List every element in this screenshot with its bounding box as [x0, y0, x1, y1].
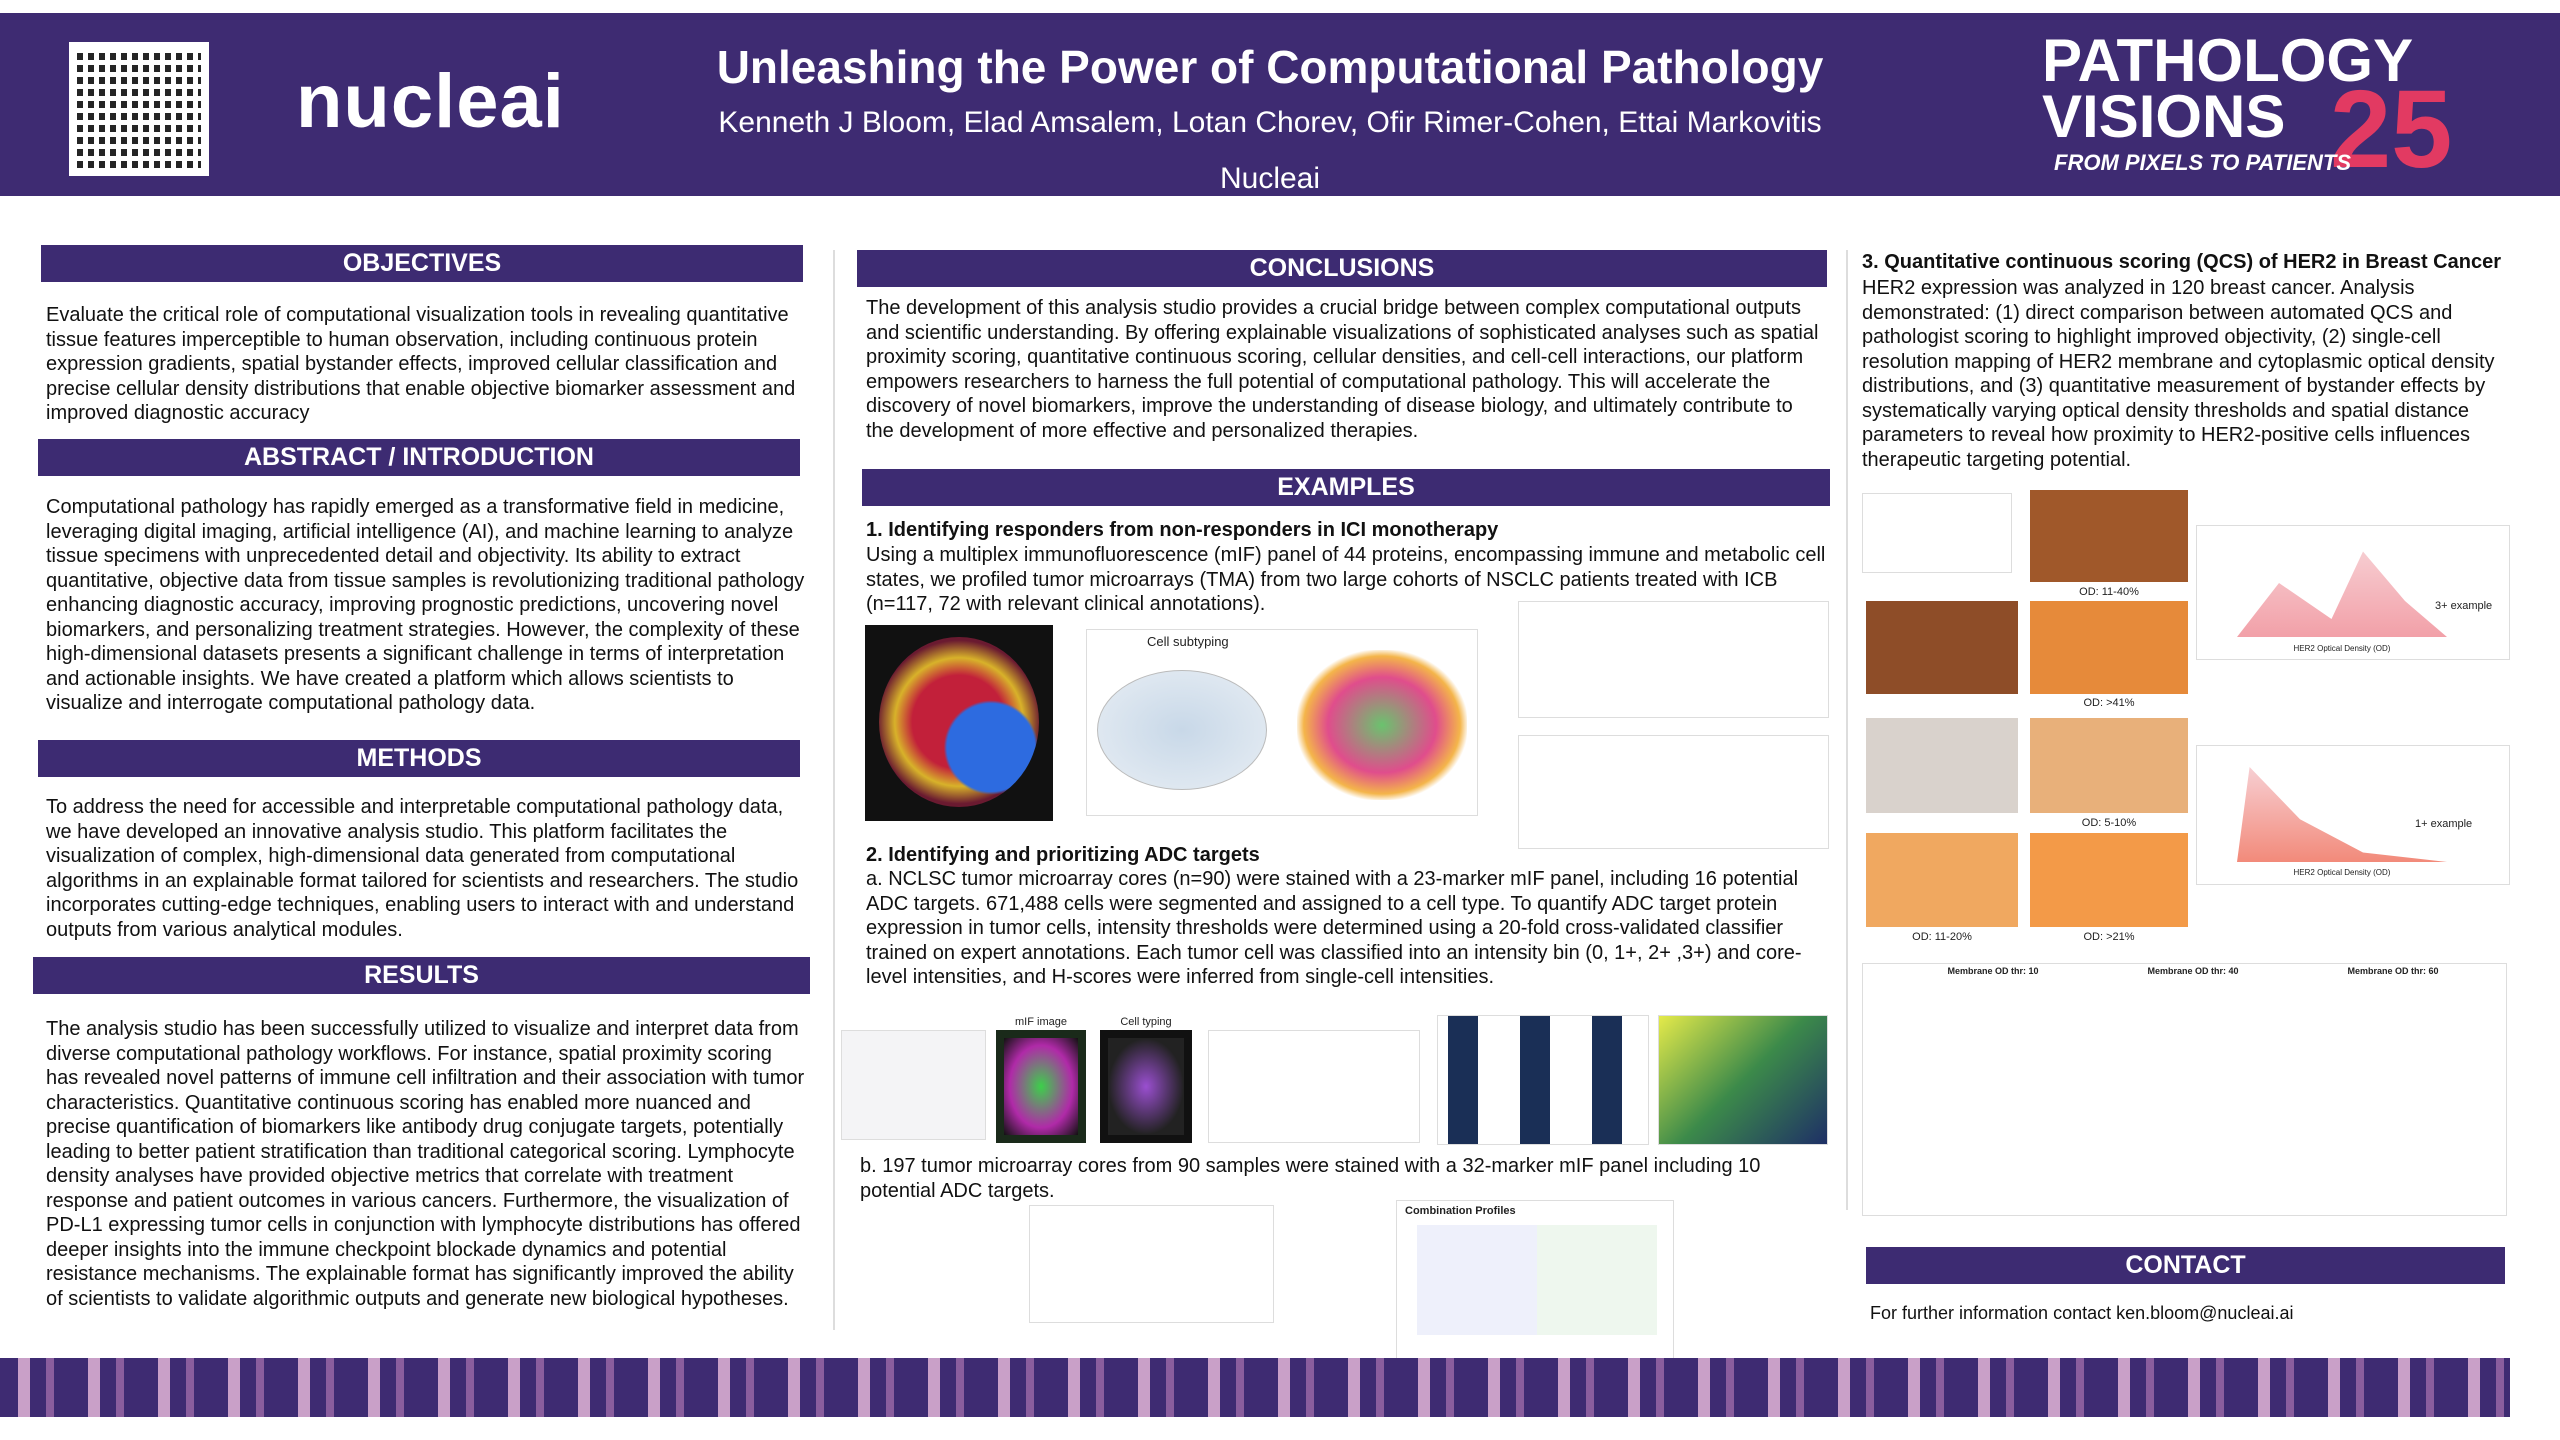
section-heading: CONCLUSIONS [857, 250, 1827, 287]
correlation-matrices [1658, 1015, 1828, 1145]
example-text: a. NCLSC tumor microarray cores (n=90) w… [866, 868, 1802, 988]
figure-label: Cell subtyping [1147, 634, 1229, 649]
od-label: OD: >21% [2083, 931, 2135, 943]
affiliation: Nucleai [1219, 162, 1321, 195]
tissue-image [1866, 601, 2018, 694]
survival-curves [1518, 735, 1829, 849]
event-line1: PATHOLOGY [2042, 27, 2414, 94]
combination-profiles: Combination Profiles [1396, 1200, 1674, 1363]
coverage-heatmaps [1437, 1015, 1649, 1145]
event-year: 25 [2330, 68, 2453, 191]
cell-subtyping-figure: Cell subtyping [1086, 629, 1478, 816]
tissue-image [2030, 833, 2188, 927]
tissue-image [2030, 490, 2188, 582]
her2-text: HER2 expression was analyzed in 120 brea… [1862, 277, 2495, 471]
section-heading: EXAMPLES [862, 469, 1830, 506]
tissue-image [2030, 718, 2188, 813]
section-text: Evaluate the critical role of computatio… [46, 304, 796, 424]
mif-image: mIF image [996, 1016, 1086, 1143]
od-histogram: 1+ example HER2 Optical Density (OD) [2196, 745, 2510, 885]
intensity-boxplots [1208, 1030, 1420, 1143]
section-heading: RESULTS [33, 957, 810, 994]
figure-label: Cell typing [1120, 1016, 1172, 1028]
tissue-image [1866, 718, 2018, 813]
adc-targets-panel [841, 1030, 986, 1140]
example-title: 1. Identifying responders from non-respo… [866, 519, 1499, 541]
scatter-title: Membrane OD thr: 10 [1947, 966, 2039, 976]
bystander-scatter-grid: Membrane OD thr: 10 Membrane OD thr: 40 … [1862, 963, 2507, 1216]
qr-code [69, 42, 209, 176]
event-logo: PATHOLOGY VISIONS 25 FROM PIXELS TO PATI… [2030, 18, 2510, 194]
section-text: Computational pathology has rapidly emer… [46, 496, 805, 714]
section-heading: CONTACT [1866, 1247, 2505, 1284]
column-divider [1846, 250, 1848, 1210]
authors: Kenneth J Bloom, Elad Amsalem, Lotan Cho… [718, 106, 1822, 139]
od-label: OD: 11-40% [2079, 586, 2139, 598]
section-heading: METHODS [38, 740, 800, 777]
scatter-title: Membrane OD thr: 40 [2147, 966, 2239, 976]
survival-curves [1518, 601, 1829, 718]
figure-label: mIF image [1015, 1016, 1067, 1028]
section-text: To address the need for accessible and i… [46, 796, 799, 941]
example-title: 2. Identifying and prioritizing ADC targ… [866, 844, 1260, 866]
poster-title: Unleashing the Power of Computational Pa… [716, 41, 1824, 93]
nucleai-logo: nucleai [296, 59, 565, 144]
tissue-image [1866, 833, 2018, 927]
od-histogram: 3+ example HER2 Optical Density (OD) [2196, 525, 2510, 660]
histogram-label: 1+ example [2415, 818, 2473, 830]
umap-scatter [1029, 1205, 1274, 1323]
qcs-boxplot [1862, 493, 2012, 573]
contact-text: For further information contact ken.bloo… [1870, 1303, 2294, 1323]
section-text: The development of this analysis studio … [866, 297, 1819, 442]
tissue-image [2030, 601, 2188, 694]
axis-label: HER2 Optical Density (OD) [2293, 644, 2391, 653]
footer-band [0, 1358, 2510, 1417]
example-text: Using a multiplex immunofluorescence (mI… [866, 544, 1826, 615]
her2-title: 3. Quantitative continuous scoring (QCS)… [1862, 251, 2501, 273]
event-tagline: FROM PIXELS TO PATIENTS [2054, 150, 2352, 175]
column-divider [833, 250, 835, 1330]
example-text: b. 197 tumor microarray cores from 90 sa… [860, 1155, 1761, 1202]
histogram-label: 3+ example [2435, 600, 2493, 612]
section-heading: ABSTRACT / INTRODUCTION [38, 439, 800, 476]
axis-label: HER2 Optical Density (OD) [2293, 868, 2391, 877]
od-label: OD: 11-20% [1912, 931, 1972, 943]
figure-label: Combination Profiles [1405, 1205, 1516, 1217]
od-label: OD: >41% [2083, 697, 2135, 709]
section-heading: OBJECTIVES [41, 245, 803, 282]
od-label: OD: 5-10% [2081, 817, 2137, 829]
section-text: The analysis studio has been successfull… [46, 1018, 805, 1310]
scatter-title: Membrane OD thr: 60 [2347, 966, 2439, 976]
event-line2: VISIONS [2042, 83, 2286, 150]
tma-image [865, 625, 1053, 821]
cell-typing-image: Cell typing [1100, 1016, 1192, 1143]
